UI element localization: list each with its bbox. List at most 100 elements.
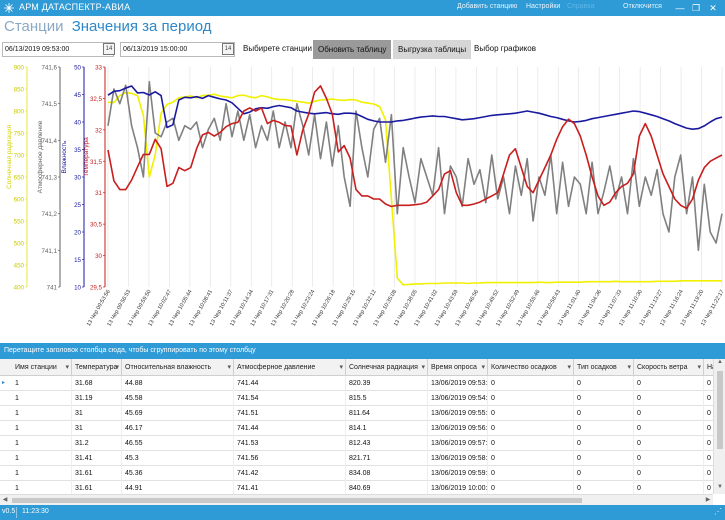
axis-tick-label: 741,3 [42, 175, 58, 182]
column-header[interactable]: Относительная влажность ▾ [122, 359, 234, 376]
scroll-down-icon[interactable]: ▼ [717, 484, 723, 490]
table-cell: 44.91 [122, 481, 234, 494]
column-header[interactable]: Солнечная радиация ▾ [346, 359, 428, 376]
scroll-thumb[interactable] [717, 371, 723, 449]
table-cell: 840.69 [346, 481, 428, 494]
axis-tick-label: 45 [74, 92, 81, 99]
table-cell: 0 [488, 421, 574, 436]
scroll-up-icon[interactable]: ▲ [717, 359, 723, 365]
table-cell: 1 [12, 391, 72, 406]
x-tick-label: 13 Чер 11:22:17 [700, 289, 725, 327]
table-row[interactable]: ▸ 1 31.68 44.88 741.44 820.39 13/06/2019 09:53… [0, 376, 713, 391]
scroll-left-icon[interactable]: ◀ [2, 497, 8, 503]
table-cell: 44.88 [122, 376, 234, 391]
table-cell: 0 [634, 481, 704, 494]
axis-tick-label: 850 [14, 87, 25, 94]
axis-tick-label: 900 [14, 65, 25, 72]
column-header[interactable]: Атмосферное давление ▾ [234, 359, 346, 376]
filter-icon[interactable]: ▾ [339, 364, 343, 371]
refresh-table-button[interactable]: Обновить таблицу [313, 40, 392, 59]
calendar-icon[interactable]: 14 [222, 43, 234, 55]
add-station-link[interactable]: Добавить станцию [457, 3, 518, 10]
table-row[interactable]: 1 31.61 45.36 741.42 834.08 13/06/2019 09:59:… [0, 466, 713, 481]
table-cell: 0 [634, 391, 704, 406]
table-cell: 0 [574, 421, 634, 436]
column-header[interactable]: Тип осадков ▾ [574, 359, 634, 376]
filter-icon[interactable]: ▾ [481, 364, 485, 371]
axis-tick-label: 741 [47, 285, 58, 292]
table-cell: 821.71 [346, 451, 428, 466]
vertical-scrollbar[interactable]: ▲ ▼ [713, 359, 725, 494]
column-header[interactable]: Имя станции ▾ [12, 359, 72, 376]
table-cell: 45.58 [122, 391, 234, 406]
axis-tick-label: 400 [14, 285, 25, 292]
axis-tick-label: 29,5 [90, 285, 103, 292]
table-cell: 0 [704, 466, 713, 481]
resize-grip-icon[interactable]: ⋰ [714, 507, 722, 516]
column-header[interactable]: Время опроса ▾ [428, 359, 488, 376]
table-cell: 13/06/2019 09:55:57 [428, 406, 488, 421]
date-from-input[interactable]: 06/13/2019 09:53:00 [2, 42, 114, 57]
help-link[interactable]: Справка [567, 3, 595, 10]
table-cell: 0 [488, 436, 574, 451]
axis-tick-label: 31 [95, 190, 102, 197]
close-icon[interactable]: ✕ [709, 3, 717, 13]
filter-icon[interactable]: ▾ [627, 364, 631, 371]
table-cell: 1 [12, 451, 72, 466]
table-cell: 45.69 [122, 406, 234, 421]
charts-select-label[interactable]: Выбор графиков [474, 44, 536, 53]
table-cell: 13/06/2019 09:58:58 [428, 451, 488, 466]
breadcrumb-stations[interactable]: Станции [4, 18, 64, 35]
filter-icon[interactable]: ▾ [65, 364, 69, 371]
filter-icon[interactable]: ▾ [115, 364, 119, 371]
column-header-label: Скорость ветра [637, 364, 688, 371]
table-cell: 1 [12, 406, 72, 421]
settings-link[interactable]: Настройки [526, 3, 561, 10]
disconnect-link[interactable]: Отключится [623, 3, 662, 10]
table-cell: 0 [704, 421, 713, 436]
axis-title: Атмосферное давление [37, 120, 44, 193]
filter-icon[interactable]: ▾ [697, 364, 701, 371]
table-cell: 741.53 [234, 436, 346, 451]
filter-icon[interactable]: ▾ [227, 364, 231, 371]
horizontal-scrollbar[interactable]: ◀ ▶ [0, 494, 713, 505]
page-title: Значения за период [71, 18, 212, 35]
group-by-hint[interactable]: Перетащите заголовок столбца сюда, чтобы… [0, 343, 725, 359]
axis-tick-label: 800 [14, 109, 25, 116]
table-cell: 31.61 [72, 466, 122, 481]
table-row[interactable]: 1 31.61 44.91 741.41 840.69 13/06/2019 10:00:… [0, 481, 713, 494]
table-cell: 1 [12, 421, 72, 436]
scroll-right-icon[interactable]: ▶ [705, 497, 711, 503]
maximize-icon[interactable]: ❐ [691, 3, 701, 13]
app-title: АРМ ДАТАСПЕКТР-АВИА [19, 2, 131, 12]
table-cell: 741.44 [234, 421, 346, 436]
date-to-input[interactable]: 06/13/2019 15:00:00 [120, 42, 235, 57]
filter-icon[interactable]: ▾ [421, 364, 425, 371]
export-table-button[interactable]: Выгрузка таблицы [393, 40, 472, 59]
minimize-icon[interactable]: — [675, 3, 685, 13]
axis-title: Солнечная радиация [6, 125, 13, 189]
scroll-thumb[interactable] [12, 498, 582, 503]
column-header-label: Имя станции [15, 364, 57, 371]
column-header[interactable]: Температура ▾ [72, 359, 122, 376]
table-cell: 815.5 [346, 391, 428, 406]
column-header[interactable]: Количество осадков ▾ [488, 359, 574, 376]
select-stations-label[interactable]: Выбирете станции [243, 44, 312, 53]
status-divider [16, 507, 17, 518]
column-header[interactable]: Скорость ветра ▾ [634, 359, 704, 376]
table-cell: 0 [704, 436, 713, 451]
table-cell: 31.41 [72, 451, 122, 466]
table-cell: 13/06/2019 09:59:58 [428, 466, 488, 481]
filter-icon[interactable]: ▾ [567, 364, 571, 371]
calendar-icon[interactable]: 14 [103, 43, 115, 55]
data-grid: Перетащите заголовок столбца сюда, чтобы… [0, 343, 725, 505]
axis-tick-label: 741,5 [42, 101, 58, 108]
series-line [107, 85, 723, 130]
table-cell: 0 [634, 376, 704, 391]
axis-tick-label: 600 [14, 197, 25, 204]
